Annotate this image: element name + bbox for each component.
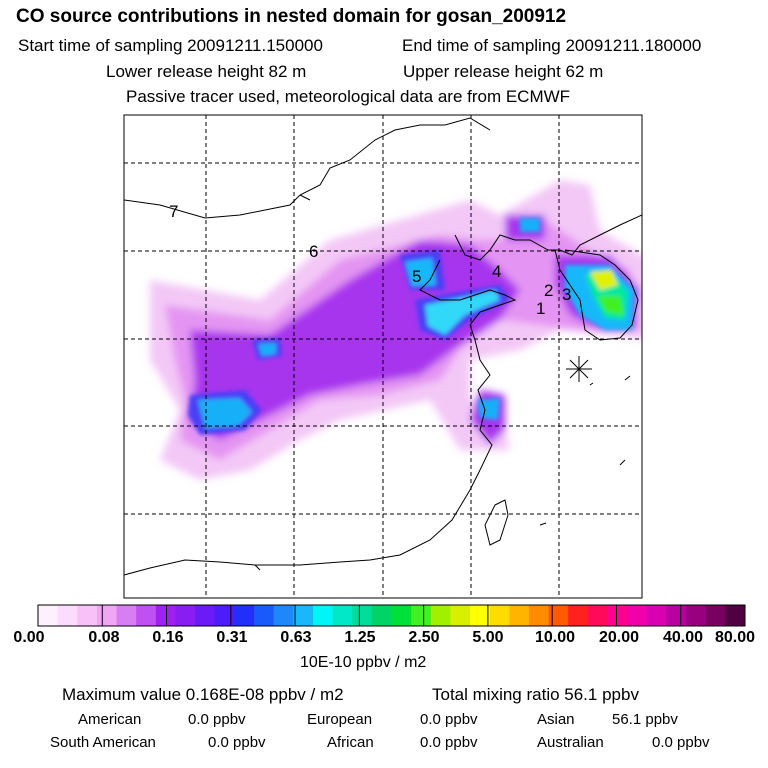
colorbar-swatch [293,605,314,626]
colorbar-tick: 2.50 [408,629,440,646]
max-value-text: Maximum value 0.168E-08 ppbv / m2 [62,685,344,704]
source-label: European [307,711,373,728]
colorbar-swatch [627,605,648,626]
trajectory-label: 4 [492,262,501,281]
trajectory-label: 3 [562,285,571,304]
colorbar-swatch [234,605,255,626]
colorbar-tick: 0.16 [152,629,184,646]
colorbar-swatch [528,605,550,626]
colorbar-swatch [155,605,176,626]
source-value: 0.0 ppbv [420,734,478,751]
asterisk-icon [566,356,592,382]
colorbar-swatch [332,605,353,626]
colorbar-swatch [587,605,609,626]
colorbar-swatch [430,605,451,626]
colorbar-swatch [489,605,510,626]
colorbar-swatch [391,605,412,626]
colorbar-border [37,604,746,627]
colorbar-tick: 80.00 [714,629,756,646]
trajectory-label: 5 [412,267,421,286]
trajectory-label: 6 [309,242,318,261]
source-value: 0.0 ppbv [420,711,478,728]
source-label: South American [50,734,156,751]
colorbar-swatch [312,605,334,626]
source-value: 56.1 ppbv [612,711,678,728]
source-value: 0.0 ppbv [208,734,266,751]
colorbar-tick: 20.00 [598,629,640,646]
concentration-field [150,180,642,480]
map-frame [123,114,643,599]
colorbar-units: 10E-10 ppbv / m2 [300,654,427,671]
source-label: Australian [537,734,604,751]
colorbar-swatch [371,605,392,626]
source-value: 0.0 ppbv [188,711,246,728]
colorbar-swatch [548,605,569,626]
colorbar-swatch [470,605,491,626]
colorbar-swatch [666,605,687,626]
colorbar-tick: 0.31 [216,629,248,646]
colorbar-swatch [195,605,216,626]
colorbar-swatch [686,605,707,626]
colorbar-swatch [175,605,196,626]
colorbar-tick: 40.00 [662,629,704,646]
colorbar-swatch [77,605,98,626]
source-label: American [78,711,142,728]
colorbar [37,604,746,627]
colorbar-swatch [646,605,667,626]
trajectory-label: 1 [536,299,545,318]
colorbar-swatch [607,605,628,626]
colorbar-swatch [214,605,235,626]
end-time-text: End time of sampling 20091211.180000 [402,36,702,55]
colorbar-swatch [38,605,59,626]
colorbar-swatch [568,605,589,626]
colorbar-tick: 0.63 [280,629,312,646]
colorbar-tick: 1.25 [344,629,376,646]
colorbar-swatch [273,605,294,626]
colorbar-tick: 5.00 [472,629,504,646]
colorbar-swatch [450,605,471,626]
colorbar-tick: 0.00 [13,629,45,646]
start-time-text: Start time of sampling 20091211.150000 [18,36,323,55]
colorbar-swatch [254,605,275,626]
colorbar-swatch [411,605,432,626]
colorbar-swatch [96,605,118,626]
grid-lines [124,115,642,598]
source-label: African [327,734,374,751]
lower-height-text: Lower release height 82 m [106,62,307,81]
plot-title: CO source contributions in nested domain… [16,6,567,27]
colorbar-swatch [725,605,746,626]
source-value: 0.0 ppbv [652,734,710,751]
colorbar-swatch [136,605,157,626]
colorbar-tick: 0.08 [88,629,120,646]
source-label: Asian [537,711,575,728]
trajectory-label: 7 [169,202,178,221]
tracer-note-text: Passive tracer used, meteorological data… [126,87,571,106]
colorbar-swatch [705,605,726,626]
colorbar-swatch [57,605,78,626]
trajectory-label: 2 [544,281,553,300]
colorbar-swatch [509,605,530,626]
total-mixing-text: Total mixing ratio 56.1 ppbv [432,685,639,704]
colorbar-swatch [352,605,373,626]
coastlines [124,117,642,576]
colorbar-tick: 10.00 [534,629,576,646]
colorbar-swatch [116,605,137,626]
upper-height-text: Upper release height 62 m [403,62,604,81]
